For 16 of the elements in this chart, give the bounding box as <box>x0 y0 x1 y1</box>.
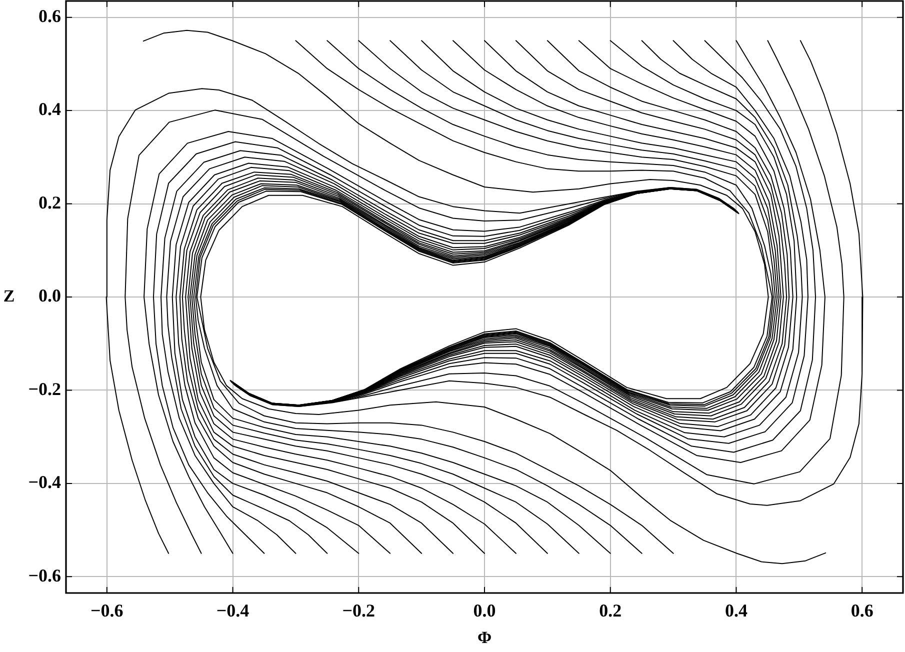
y-axis-title: Z <box>3 286 15 306</box>
y-tick-label: 0.6 <box>38 6 61 26</box>
x-tick-label: −0.6 <box>90 600 124 620</box>
y-tick-label: −0.2 <box>28 378 61 399</box>
y-tick-label: −0.6 <box>28 565 61 586</box>
y-tick-label: 0.4 <box>38 99 61 120</box>
x-tick-label: 0.6 <box>850 600 874 620</box>
x-tick-label: −0.2 <box>342 600 376 620</box>
x-axis-title: Φ <box>477 628 492 648</box>
x-tick-label: −0.4 <box>216 600 250 620</box>
x-tick-label: 0.4 <box>724 600 748 620</box>
y-tick-label: 0.0 <box>38 286 61 306</box>
x-tick-label: 0.0 <box>473 600 496 620</box>
y-tick-label: −0.4 <box>28 472 61 492</box>
y-tick-label: 0.2 <box>38 192 61 212</box>
x-tick-label: 0.2 <box>599 600 622 620</box>
